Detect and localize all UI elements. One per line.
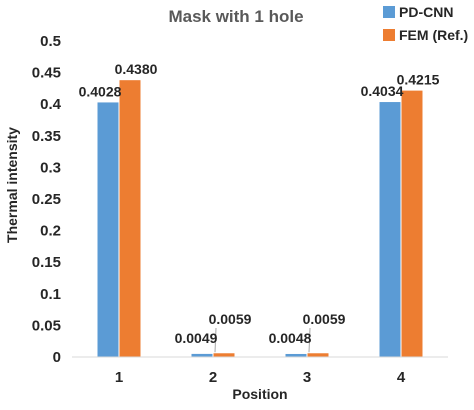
data-label-pd-cnn: 0.0049 (175, 330, 218, 346)
bar-pd-cnn (285, 353, 307, 357)
data-labels: 0.4028 0.4380 0.0049 0.0059 0.0048 0.0059 0.40… (79, 61, 440, 346)
y-tick-label: 0.3 (40, 159, 61, 176)
y-tick-label: 0.35 (32, 128, 61, 145)
x-tick-label: 1 (115, 369, 123, 386)
bars (97, 80, 423, 358)
data-label-fem-ref: 0.4380 (115, 61, 158, 77)
y-axis-label: Thermal intensity (4, 127, 20, 243)
x-axis-label: Position (232, 386, 287, 402)
label-leader-lines (214, 327, 311, 353)
y-tick-label: 0.45 (32, 65, 61, 82)
legend-label-fem-ref: FEM (Ref.) (399, 27, 468, 43)
data-label-fem-ref: 0.0059 (303, 311, 346, 327)
legend-label-pd-cnn: PD-CNN (399, 4, 453, 20)
y-tick-label: 0.4 (40, 96, 62, 113)
bar-pd-cnn (97, 102, 119, 358)
bar-pd-cnn (191, 353, 213, 357)
bar-fem-ref (119, 80, 141, 358)
x-tick-label: 3 (303, 369, 311, 386)
x-tick-label: 4 (397, 369, 406, 386)
y-tick-label: 0 (53, 349, 61, 366)
label-leader-line (214, 327, 217, 353)
y-tick-label: 0.15 (32, 254, 61, 271)
data-label-pd-cnn: 0.4034 (361, 83, 404, 99)
label-leader-line (308, 327, 311, 353)
y-tick-label: 0.5 (40, 33, 61, 50)
y-axis-ticks: 0 0.05 0.1 0.15 0.2 0.25 0.3 0.35 0.4 0.45 0.5 (32, 33, 62, 366)
x-axis-ticks: 1 2 3 4 (115, 369, 406, 386)
data-label-pd-cnn: 0.0048 (269, 330, 312, 346)
data-label-pd-cnn: 0.4028 (79, 83, 122, 99)
bar-fem-ref (307, 353, 329, 357)
legend-swatch-fem-ref (383, 29, 395, 41)
y-tick-label: 0.25 (32, 191, 61, 208)
y-tick-label: 0.05 (32, 317, 61, 334)
bar-pd-cnn (379, 102, 401, 357)
chart-title: Mask with 1 hole (168, 7, 303, 26)
data-label-fem-ref: 0.4215 (397, 72, 440, 88)
x-tick-label: 2 (209, 369, 217, 386)
bar-fem-ref (213, 353, 235, 357)
data-label-fem-ref: 0.0059 (209, 311, 252, 327)
y-tick-label: 0.2 (40, 223, 61, 240)
legend-swatch-pd-cnn (383, 6, 395, 18)
legend: PD-CNN FEM (Ref.) (383, 4, 468, 43)
bar-fem-ref (401, 90, 423, 357)
y-tick-label: 0.1 (40, 286, 61, 303)
